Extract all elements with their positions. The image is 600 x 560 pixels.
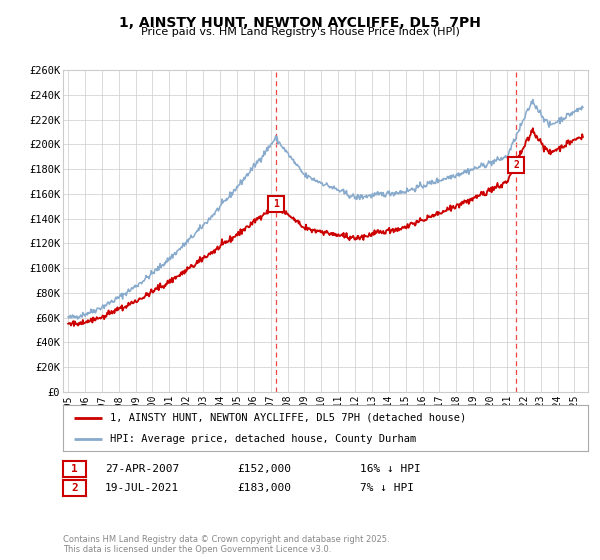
Text: Contains HM Land Registry data © Crown copyright and database right 2025.
This d: Contains HM Land Registry data © Crown c… [63, 535, 389, 554]
Text: 1, AINSTY HUNT, NEWTON AYCLIFFE, DL5 7PH (detached house): 1, AINSTY HUNT, NEWTON AYCLIFFE, DL5 7PH… [110, 413, 467, 423]
Text: 7% ↓ HPI: 7% ↓ HPI [360, 483, 414, 493]
Text: Price paid vs. HM Land Registry's House Price Index (HPI): Price paid vs. HM Land Registry's House … [140, 27, 460, 37]
Text: 1, AINSTY HUNT, NEWTON AYCLIFFE, DL5  7PH: 1, AINSTY HUNT, NEWTON AYCLIFFE, DL5 7PH [119, 16, 481, 30]
Text: 2: 2 [71, 483, 78, 493]
Text: 19-JUL-2021: 19-JUL-2021 [105, 483, 179, 493]
Text: £183,000: £183,000 [237, 483, 291, 493]
Text: 27-APR-2007: 27-APR-2007 [105, 464, 179, 474]
Text: 16% ↓ HPI: 16% ↓ HPI [360, 464, 421, 474]
Text: £152,000: £152,000 [237, 464, 291, 474]
Text: 1: 1 [71, 464, 78, 474]
Text: HPI: Average price, detached house, County Durham: HPI: Average price, detached house, Coun… [110, 435, 416, 444]
Text: 1: 1 [273, 199, 279, 209]
Text: 2: 2 [513, 160, 519, 170]
